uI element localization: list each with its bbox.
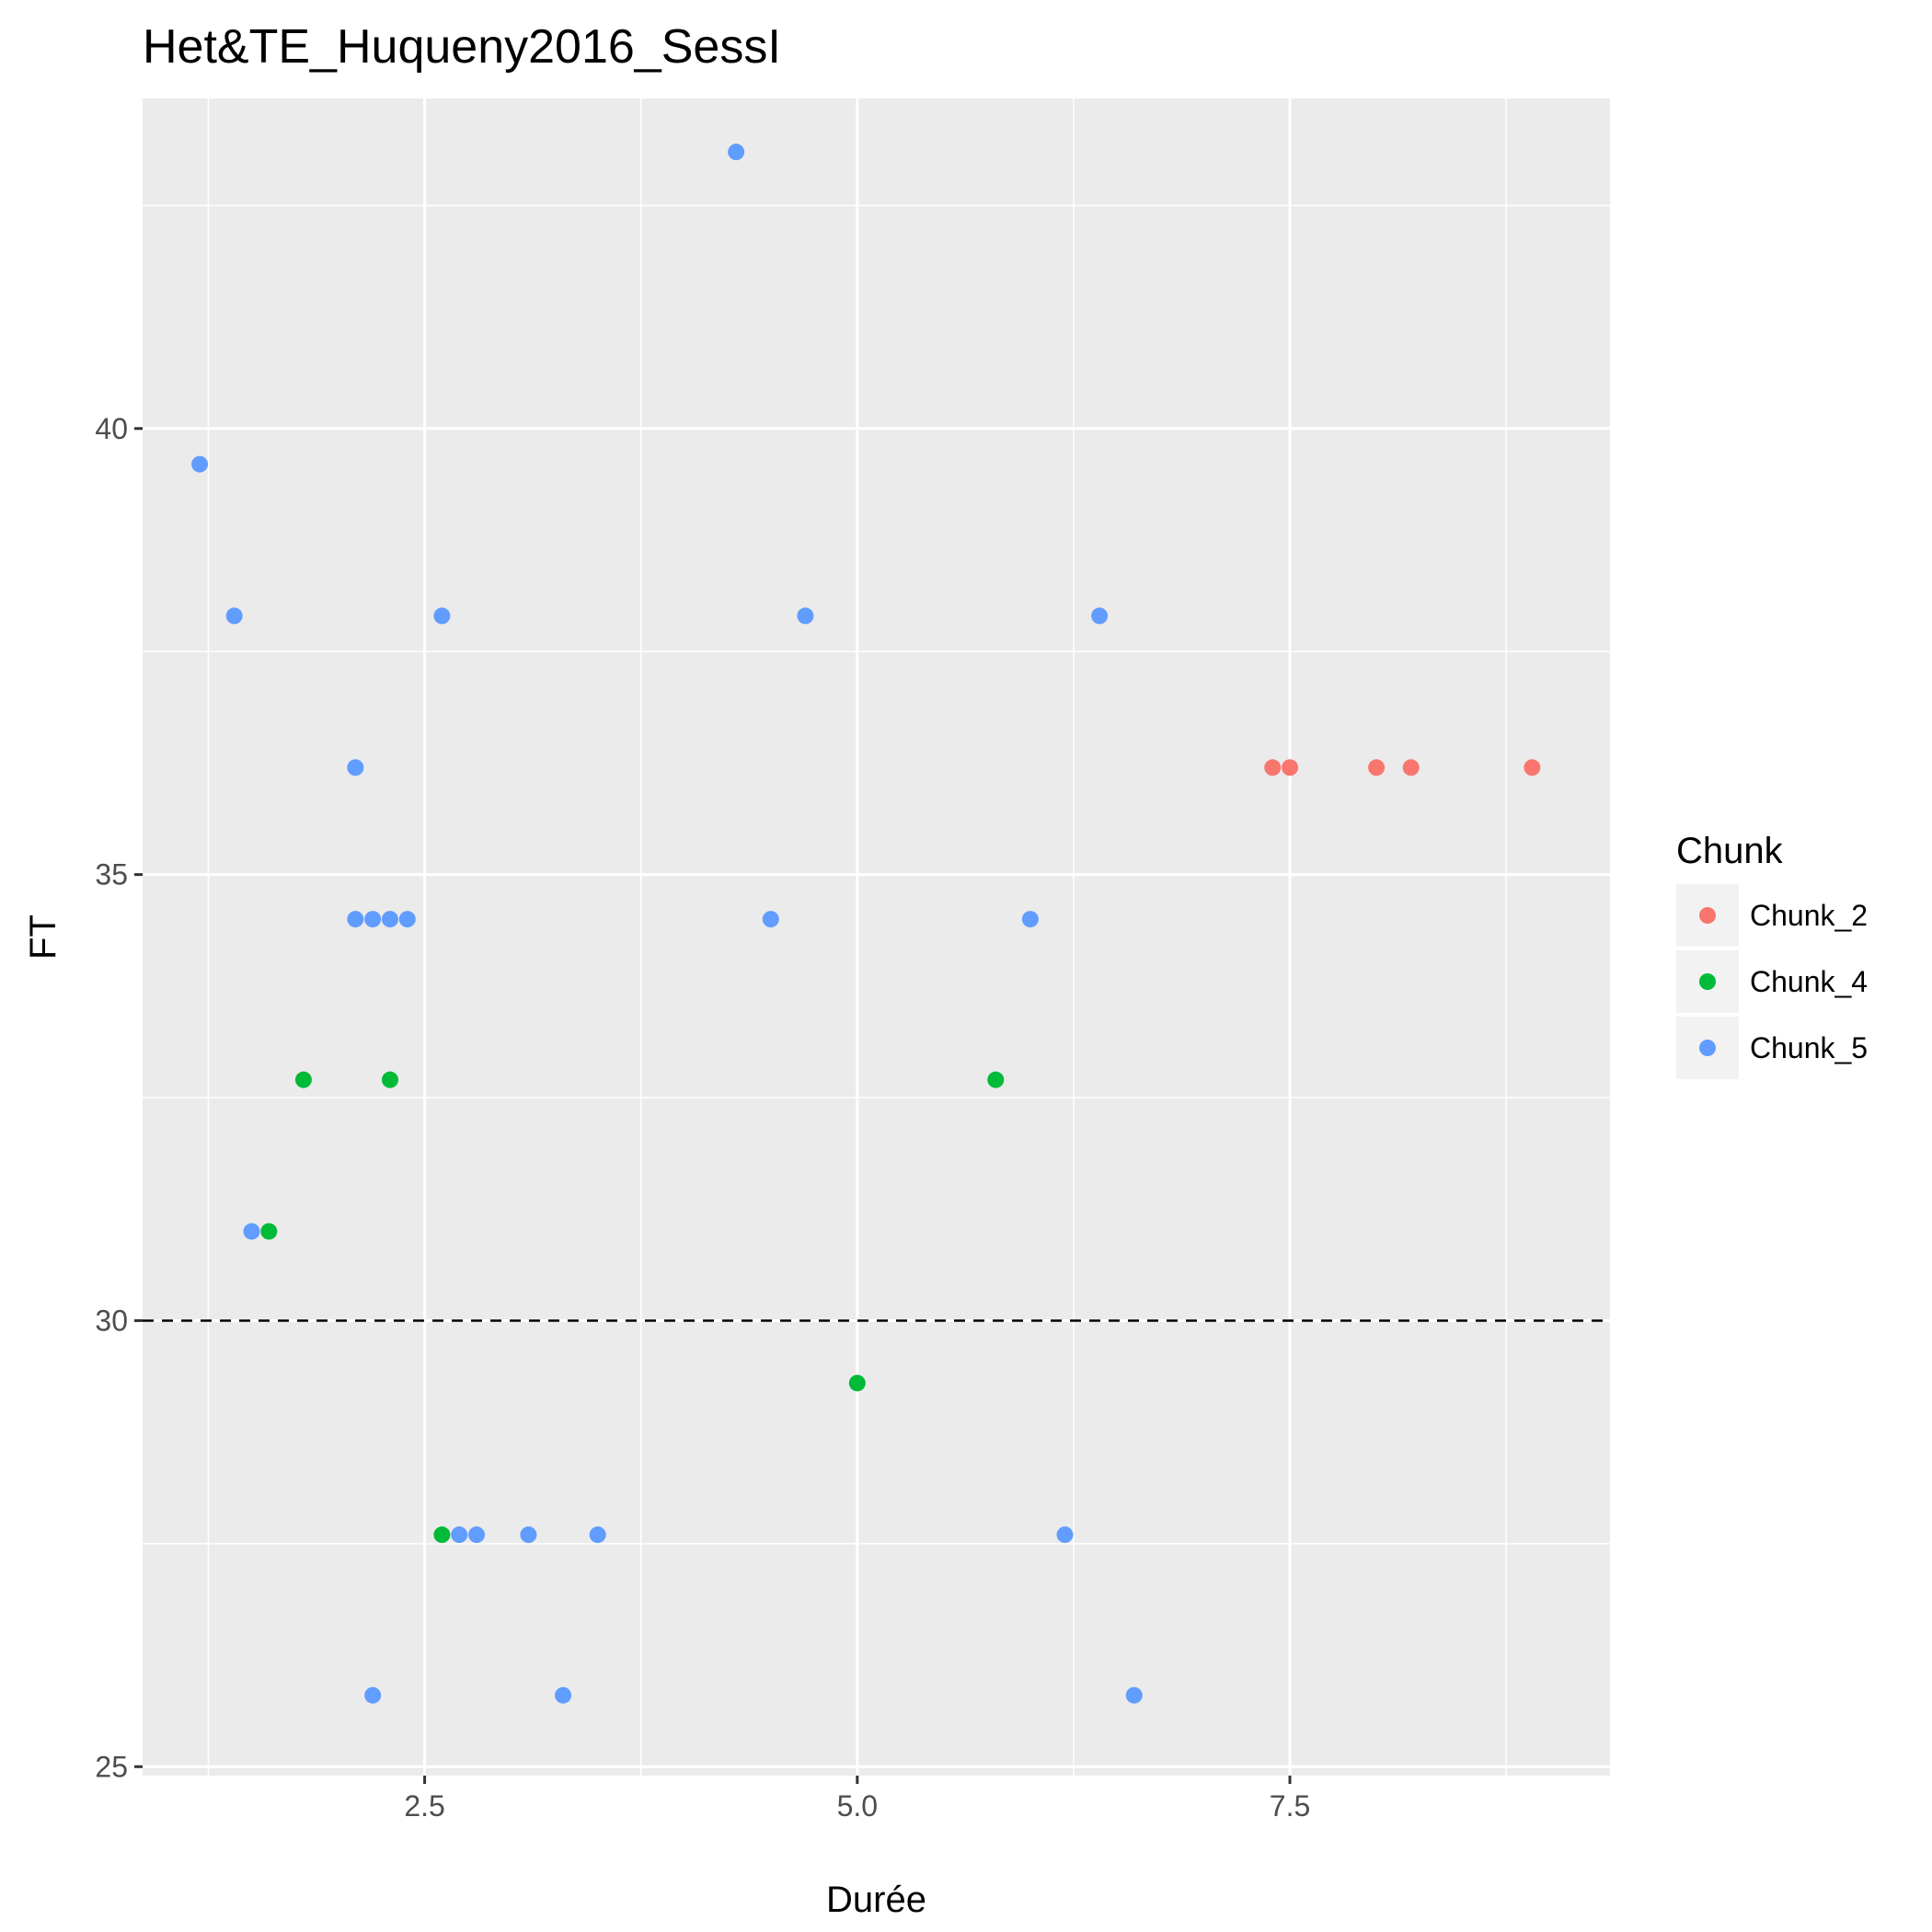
data-point: [1368, 759, 1386, 776]
data-point: [433, 607, 451, 625]
data-point: [555, 1686, 572, 1704]
y-tick-label: 30: [95, 1304, 128, 1337]
data-point: [433, 1526, 451, 1544]
data-point: [260, 1223, 278, 1240]
chart-title: Het&TE_Huqueny2016_SessI: [143, 20, 781, 74]
data-point: [294, 1071, 312, 1088]
legend-title: Chunk: [1676, 831, 1784, 871]
y-axis-title: FT: [23, 914, 63, 960]
legend-key-dot: [1699, 1040, 1716, 1056]
x-tick-label: 5.0: [837, 1789, 878, 1823]
y-tick-label: 25: [95, 1750, 128, 1783]
data-point: [347, 911, 364, 928]
data-point: [848, 1374, 866, 1392]
y-axis: 25 30 35 40: [95, 412, 143, 1783]
data-point: [225, 607, 243, 625]
data-point: [381, 1071, 398, 1088]
data-point: [381, 911, 398, 928]
data-point: [1091, 607, 1109, 625]
minor-gridlines: [143, 98, 1610, 1776]
legend: Chunk Chunk_2 Chunk_4 Chunk_5: [1676, 831, 1868, 1079]
data-point: [589, 1526, 606, 1544]
data-point: [1402, 759, 1420, 776]
data-point: [451, 1526, 468, 1544]
x-axis-title: Durée: [826, 1880, 926, 1920]
data-point: [191, 455, 209, 473]
legend-label: Chunk_4: [1750, 965, 1868, 998]
data-point: [762, 911, 779, 928]
y-tick-label: 40: [95, 412, 128, 445]
data-point: [1524, 759, 1541, 776]
data-point: [1125, 1686, 1143, 1704]
legend-label: Chunk_2: [1750, 899, 1868, 932]
data-point: [987, 1071, 1005, 1088]
data-point: [520, 1526, 537, 1544]
data-point: [1056, 1526, 1074, 1544]
x-tick-label: 7.5: [1270, 1789, 1310, 1823]
data-point: [347, 759, 364, 776]
data-point: [728, 144, 745, 161]
data-point: [1264, 759, 1282, 776]
data-point: [243, 1223, 260, 1240]
x-tick-label: 2.5: [404, 1789, 444, 1823]
data-point: [1282, 759, 1299, 776]
data-point: [364, 911, 382, 928]
data-points: [191, 144, 1541, 1704]
y-tick-label: 35: [95, 858, 128, 891]
data-point: [1021, 911, 1039, 928]
data-point: [398, 911, 416, 928]
legend-key-dot: [1699, 973, 1716, 990]
plot-panel: [143, 98, 1610, 1776]
data-point: [797, 607, 814, 625]
x-axis: 2.5 5.0 7.5: [404, 1776, 1310, 1823]
data-point: [364, 1686, 382, 1704]
legend-key-dot: [1699, 907, 1716, 924]
legend-label: Chunk_5: [1750, 1031, 1868, 1064]
data-point: [468, 1526, 486, 1544]
